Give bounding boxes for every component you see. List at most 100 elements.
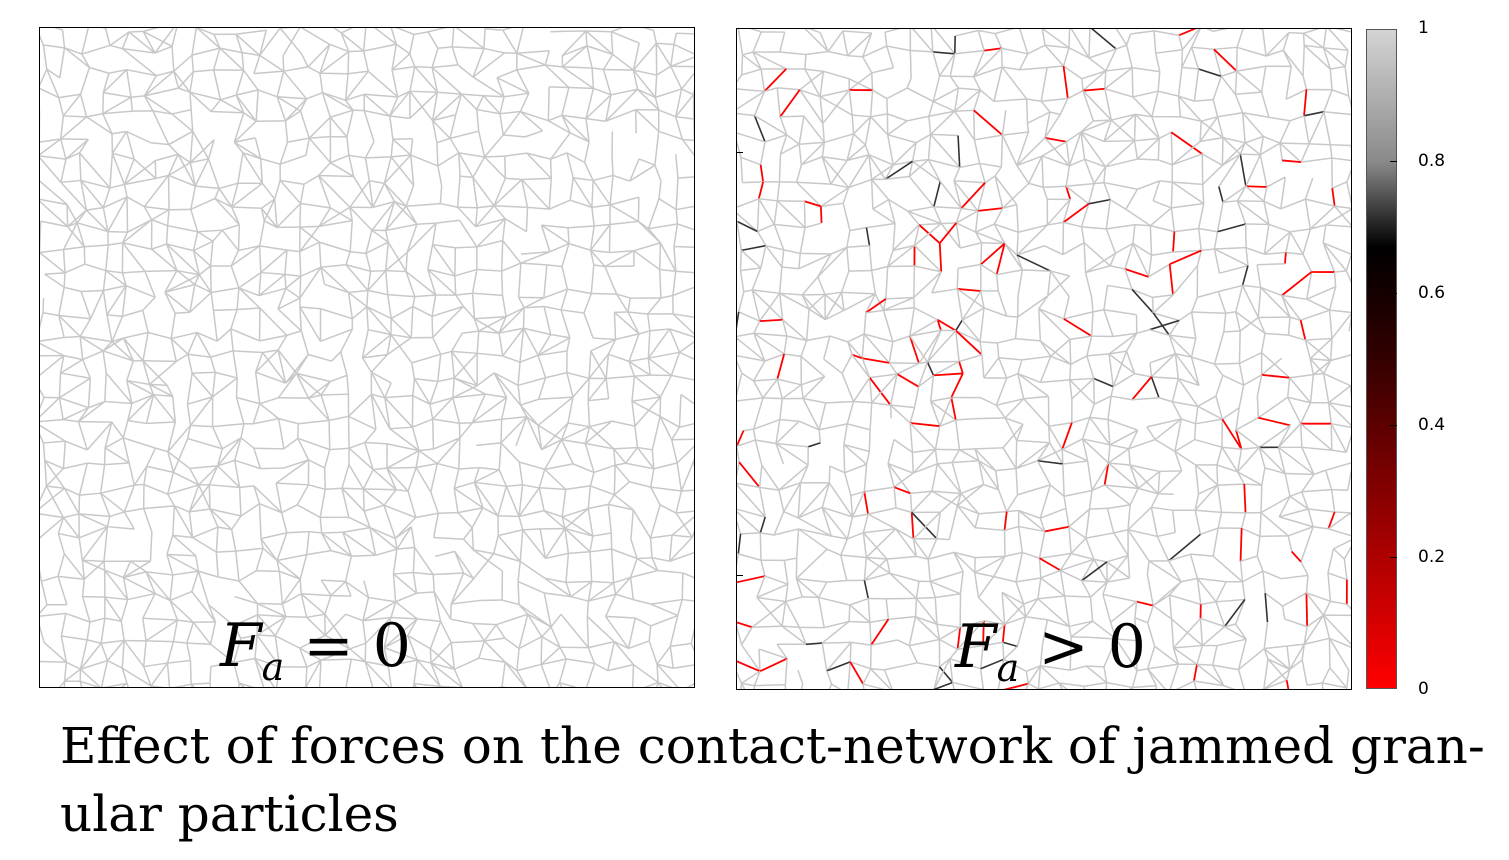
- contact-edge: [544, 528, 566, 559]
- contact-edge: [642, 28, 654, 32]
- contact-edge: [548, 199, 571, 210]
- contact-edge: [884, 160, 913, 180]
- contact-edge: [457, 507, 484, 514]
- contact-edge: [209, 508, 233, 530]
- contact-edge: [254, 352, 264, 373]
- contact-edge: [679, 351, 694, 360]
- contact-edge: [502, 28, 513, 31]
- contact-edge: [561, 516, 594, 537]
- contact-edge: [1300, 561, 1309, 576]
- contact-edge: [102, 73, 110, 93]
- contact-edge: [1093, 119, 1112, 122]
- contact-edge: [1169, 663, 1180, 689]
- contact-edge: [1016, 439, 1050, 444]
- contact-edge: [385, 223, 418, 232]
- contact-edge: [1197, 228, 1203, 251]
- contact-edge: [928, 101, 934, 117]
- contact-edge: [522, 327, 539, 356]
- contact-edge: [189, 139, 215, 164]
- contact-edge: [166, 535, 174, 555]
- contact-edge: [756, 575, 766, 598]
- contact-edge: [888, 341, 894, 364]
- contact-edge: [569, 199, 593, 209]
- contact-edge: [607, 339, 617, 355]
- contact-edge: [1124, 268, 1149, 278]
- contact-edge: [1261, 357, 1283, 376]
- contact-edge: [384, 201, 396, 231]
- contact-edge: [675, 270, 694, 274]
- contact-edge: [80, 291, 92, 319]
- contact-edge: [821, 642, 828, 672]
- contact-edge: [222, 223, 240, 231]
- contact-edge: [123, 571, 147, 579]
- contact-edge: [916, 596, 936, 600]
- contact-edge: [561, 114, 587, 120]
- contact-edge: [1236, 200, 1270, 225]
- contact-edge: [1194, 493, 1200, 511]
- contact-edge: [1059, 98, 1069, 115]
- contact-edge: [1329, 637, 1351, 649]
- contact-edge: [821, 506, 853, 518]
- contact-edge: [797, 517, 832, 537]
- contact-edge: [1112, 373, 1135, 388]
- contact-edge: [78, 513, 110, 518]
- contact-edge: [145, 394, 155, 424]
- contact-edge: [1168, 320, 1180, 336]
- contact-edge: [980, 290, 985, 309]
- contact-edge: [484, 28, 503, 31]
- contact-edge: [125, 69, 132, 98]
- contact-edge: [1329, 309, 1351, 314]
- contact-edge: [122, 270, 146, 274]
- contact-edge: [168, 174, 196, 187]
- contact-edge: [784, 658, 788, 685]
- contact-edge: [281, 603, 287, 617]
- contact-edge: [849, 597, 869, 606]
- contact-edge: [175, 311, 190, 314]
- contact-edge: [692, 461, 694, 467]
- contact-edge: [1323, 360, 1332, 374]
- contact-edge: [1065, 508, 1070, 527]
- contact-edge: [1256, 374, 1263, 397]
- contact-edge: [502, 29, 518, 54]
- contact-edge: [1001, 591, 1025, 605]
- contact-edge: [502, 327, 525, 357]
- colorbar-tick: [1390, 425, 1397, 426]
- contact-edge: [1212, 29, 1229, 33]
- contact-edge: [637, 556, 653, 560]
- contact-edge: [63, 662, 68, 682]
- contact-edge: [565, 582, 572, 597]
- contact-edge: [299, 306, 322, 342]
- contact-edge: [212, 69, 222, 100]
- contact-edge: [368, 328, 392, 336]
- contact-edge: [329, 447, 350, 451]
- contact-edge: [108, 242, 123, 246]
- contact-edge: [478, 657, 506, 663]
- contact-edge: [452, 46, 484, 50]
- contact-edge: [80, 179, 111, 189]
- contact-edge: [1151, 251, 1174, 256]
- contact-edge: [1217, 111, 1243, 118]
- contact-edge: [753, 115, 766, 143]
- contact-edge: [1239, 316, 1259, 332]
- contact-edge: [1304, 637, 1330, 645]
- contact-edge: [1224, 623, 1236, 628]
- contact-edge: [615, 576, 632, 595]
- contact-edge: [550, 132, 571, 160]
- contact-edge: [1169, 334, 1196, 340]
- contact-edge: [939, 626, 961, 641]
- contact-edge: [1129, 464, 1160, 473]
- contact-edge: [340, 328, 354, 353]
- contact-edge: [318, 175, 351, 208]
- contact-edge: [1105, 682, 1108, 689]
- contact-edge: [998, 356, 1022, 361]
- contact-edge: [61, 635, 88, 641]
- contact-edge: [351, 554, 376, 557]
- contact-edge: [207, 604, 217, 623]
- contact-edge: [1044, 525, 1070, 533]
- contact-edge: [518, 487, 540, 517]
- contact-edge: [1260, 485, 1263, 513]
- contact-edge: [1113, 532, 1129, 556]
- contact-edge: [1134, 617, 1137, 641]
- contact-edge: [1107, 418, 1138, 431]
- contact-edge: [1277, 423, 1302, 448]
